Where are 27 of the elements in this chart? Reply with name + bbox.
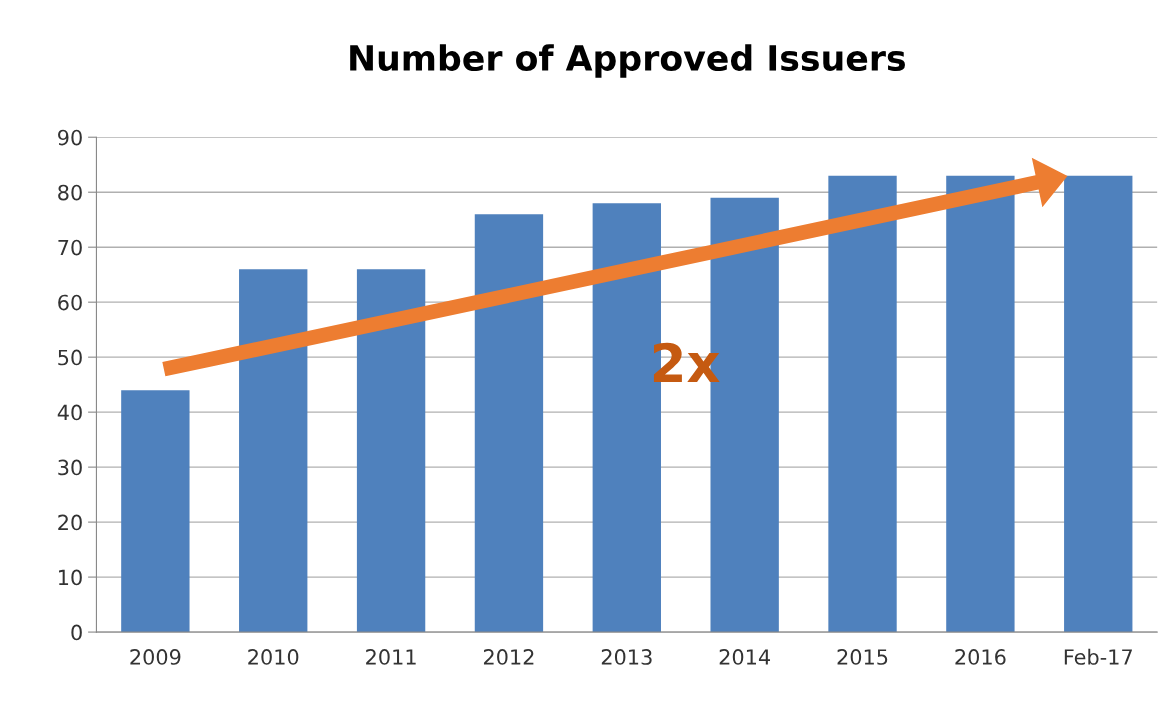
- bar: [356, 269, 426, 633]
- x-tick-label: 2011: [366, 649, 416, 665]
- bar: [946, 175, 1015, 633]
- y-tick-label: 80: [58, 184, 82, 201]
- bar: [121, 390, 190, 633]
- x-tick-label: 2013: [601, 649, 652, 665]
- x-tick-label: 2009: [130, 649, 181, 665]
- y-tick-label: 40: [57, 404, 82, 421]
- x-tick-label: Feb-17: [1064, 648, 1132, 665]
- y-tick-label: 60: [58, 294, 82, 311]
- x-tick-label: 2012: [483, 649, 534, 665]
- x-tick-label: 2015: [837, 649, 888, 665]
- chart-title: Number of Approved Issuers: [350, 44, 905, 78]
- bar: [239, 269, 308, 633]
- y-tick-label: 90: [58, 129, 82, 146]
- y-tick-label: 0: [71, 624, 82, 641]
- y-tick-label: 20: [58, 514, 82, 531]
- x-tick-label: 2014: [719, 649, 771, 665]
- bar: [828, 175, 897, 633]
- bar: [1064, 175, 1133, 633]
- y-tick-label: 30: [58, 459, 82, 476]
- y-tick-label: 70: [58, 239, 82, 256]
- x-tick-label: 2016: [955, 649, 1006, 665]
- bar: [474, 214, 544, 633]
- y-tick-label: 10: [59, 569, 82, 586]
- y-tick-label: 50: [58, 349, 82, 366]
- x-tick-label: 2010: [248, 649, 299, 665]
